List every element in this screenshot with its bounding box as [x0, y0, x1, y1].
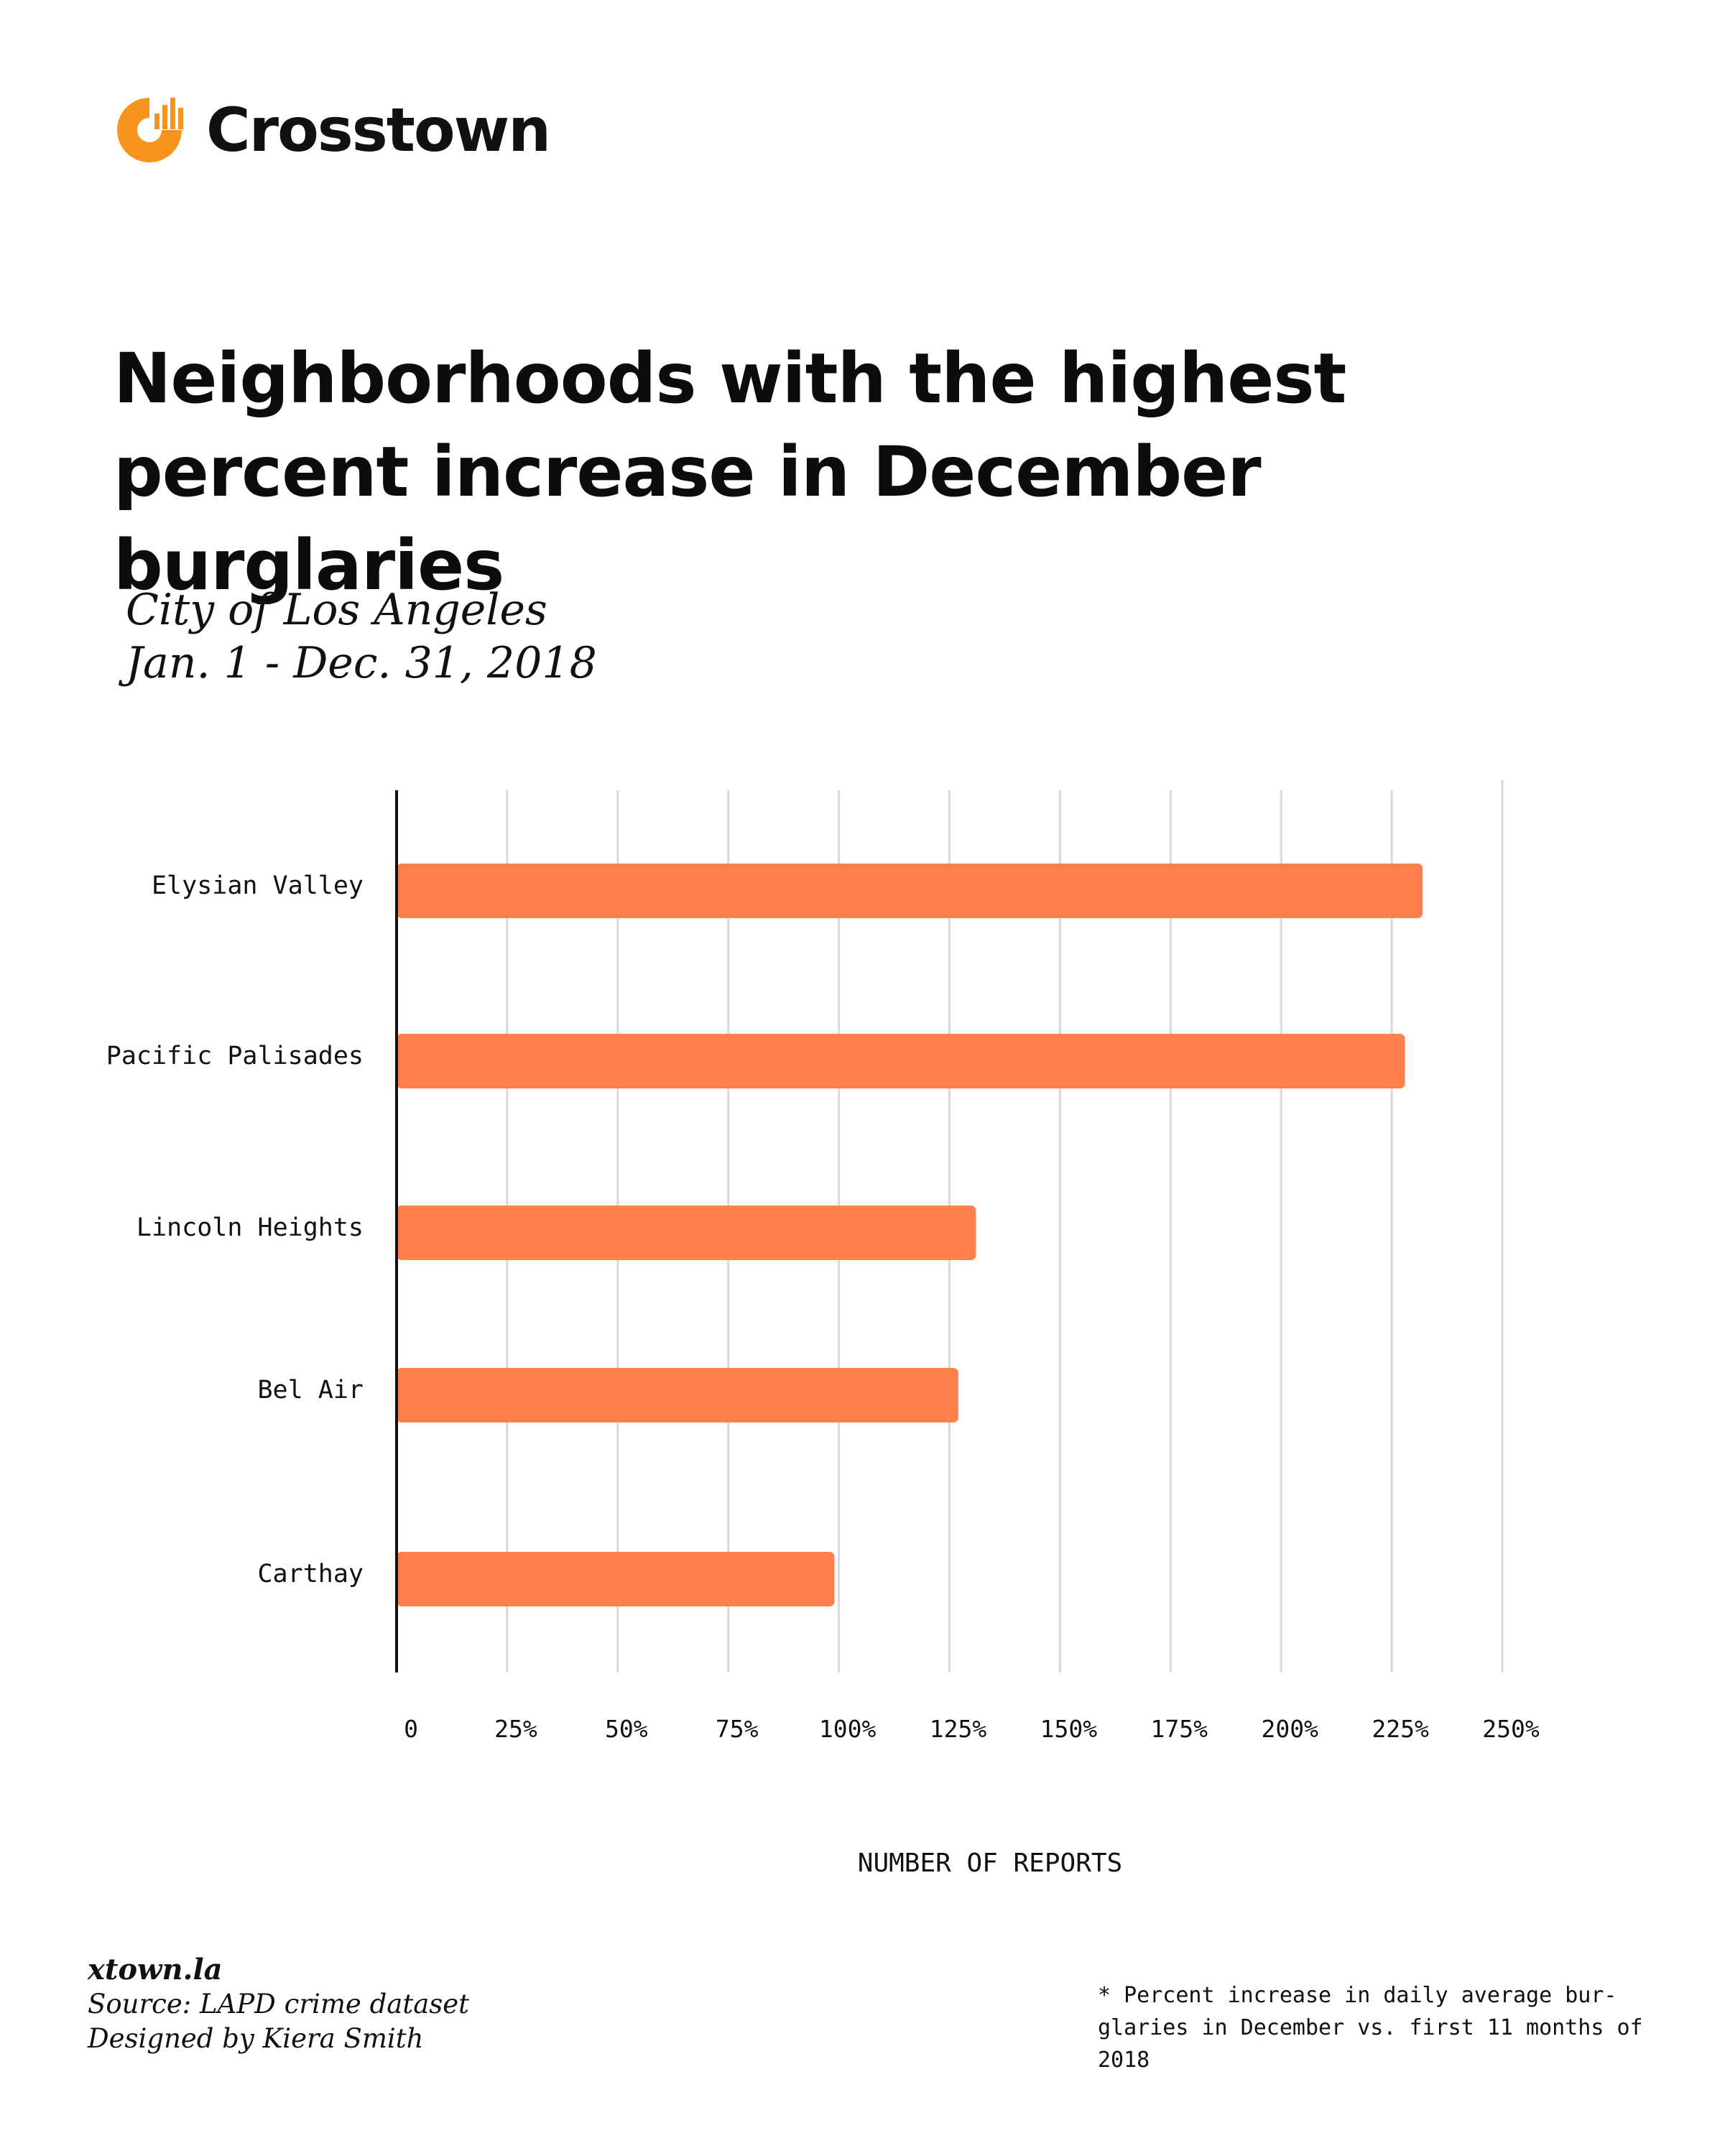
- footnote-line-1: * Percent increase in daily average bur-: [1098, 1983, 1617, 2008]
- tick-label: 250%: [1482, 1715, 1540, 1743]
- tick-label: 0: [404, 1715, 418, 1743]
- footnote: * Percent increase in daily average bur-…: [1098, 1979, 1687, 2076]
- tick-label: 225%: [1372, 1715, 1429, 1743]
- tick-label: 100%: [819, 1715, 877, 1743]
- x-axis-label: NUMBER OF REPORTS: [858, 1849, 1122, 1878]
- chart-subtitle: City of Los Angeles Jan. 1 - Dec. 31, 20…: [126, 583, 597, 690]
- tick-label: 200%: [1261, 1715, 1318, 1743]
- tick-label: 150%: [1040, 1715, 1098, 1743]
- bar: [397, 1368, 958, 1422]
- category-label: Lincoln Heights: [137, 1213, 364, 1242]
- category-label: Pacific Palisades: [106, 1042, 364, 1070]
- crosstown-logo: Crosstown: [111, 92, 551, 168]
- subtitle-line-1: City of Los Angeles: [126, 585, 547, 635]
- tick-label: 25%: [494, 1715, 537, 1743]
- footnote-line-2: glaries in December vs. first 11 months …: [1098, 2015, 1643, 2040]
- crosstown-logo-icon: [117, 98, 183, 162]
- footnote-line-3: 2018: [1098, 2048, 1150, 2073]
- tick-label: 125%: [930, 1715, 987, 1743]
- footer-source: Source: LAPD crime dataset: [88, 1989, 470, 2019]
- tick-label: 50%: [605, 1715, 648, 1743]
- bar: [397, 1552, 835, 1606]
- footer-designer: Designed by Kiera Smith: [88, 2023, 424, 2054]
- footer-credits: xtown.la Source: LAPD crime dataset Desi…: [88, 1953, 469, 2056]
- tick-label: 75%: [716, 1715, 759, 1743]
- chart-title: Neighborhoods with the highest percent i…: [114, 332, 1658, 612]
- bar: [397, 1034, 1405, 1088]
- brand-name: Crosstown: [206, 95, 551, 165]
- title-line-2: percent increase in December burglaries: [114, 432, 1262, 606]
- category-label: Elysian Valley: [152, 871, 364, 900]
- category-label: Carthay: [257, 1560, 364, 1588]
- footer-site: xtown.la: [88, 1953, 223, 1986]
- bar: [397, 1206, 976, 1260]
- category-label: Bel Air: [257, 1376, 364, 1405]
- bar: [397, 864, 1423, 918]
- subtitle-line-2: Jan. 1 - Dec. 31, 2018: [126, 638, 597, 688]
- title-line-1: Neighborhoods with the highest: [114, 338, 1346, 419]
- tick-label: 175%: [1151, 1715, 1208, 1743]
